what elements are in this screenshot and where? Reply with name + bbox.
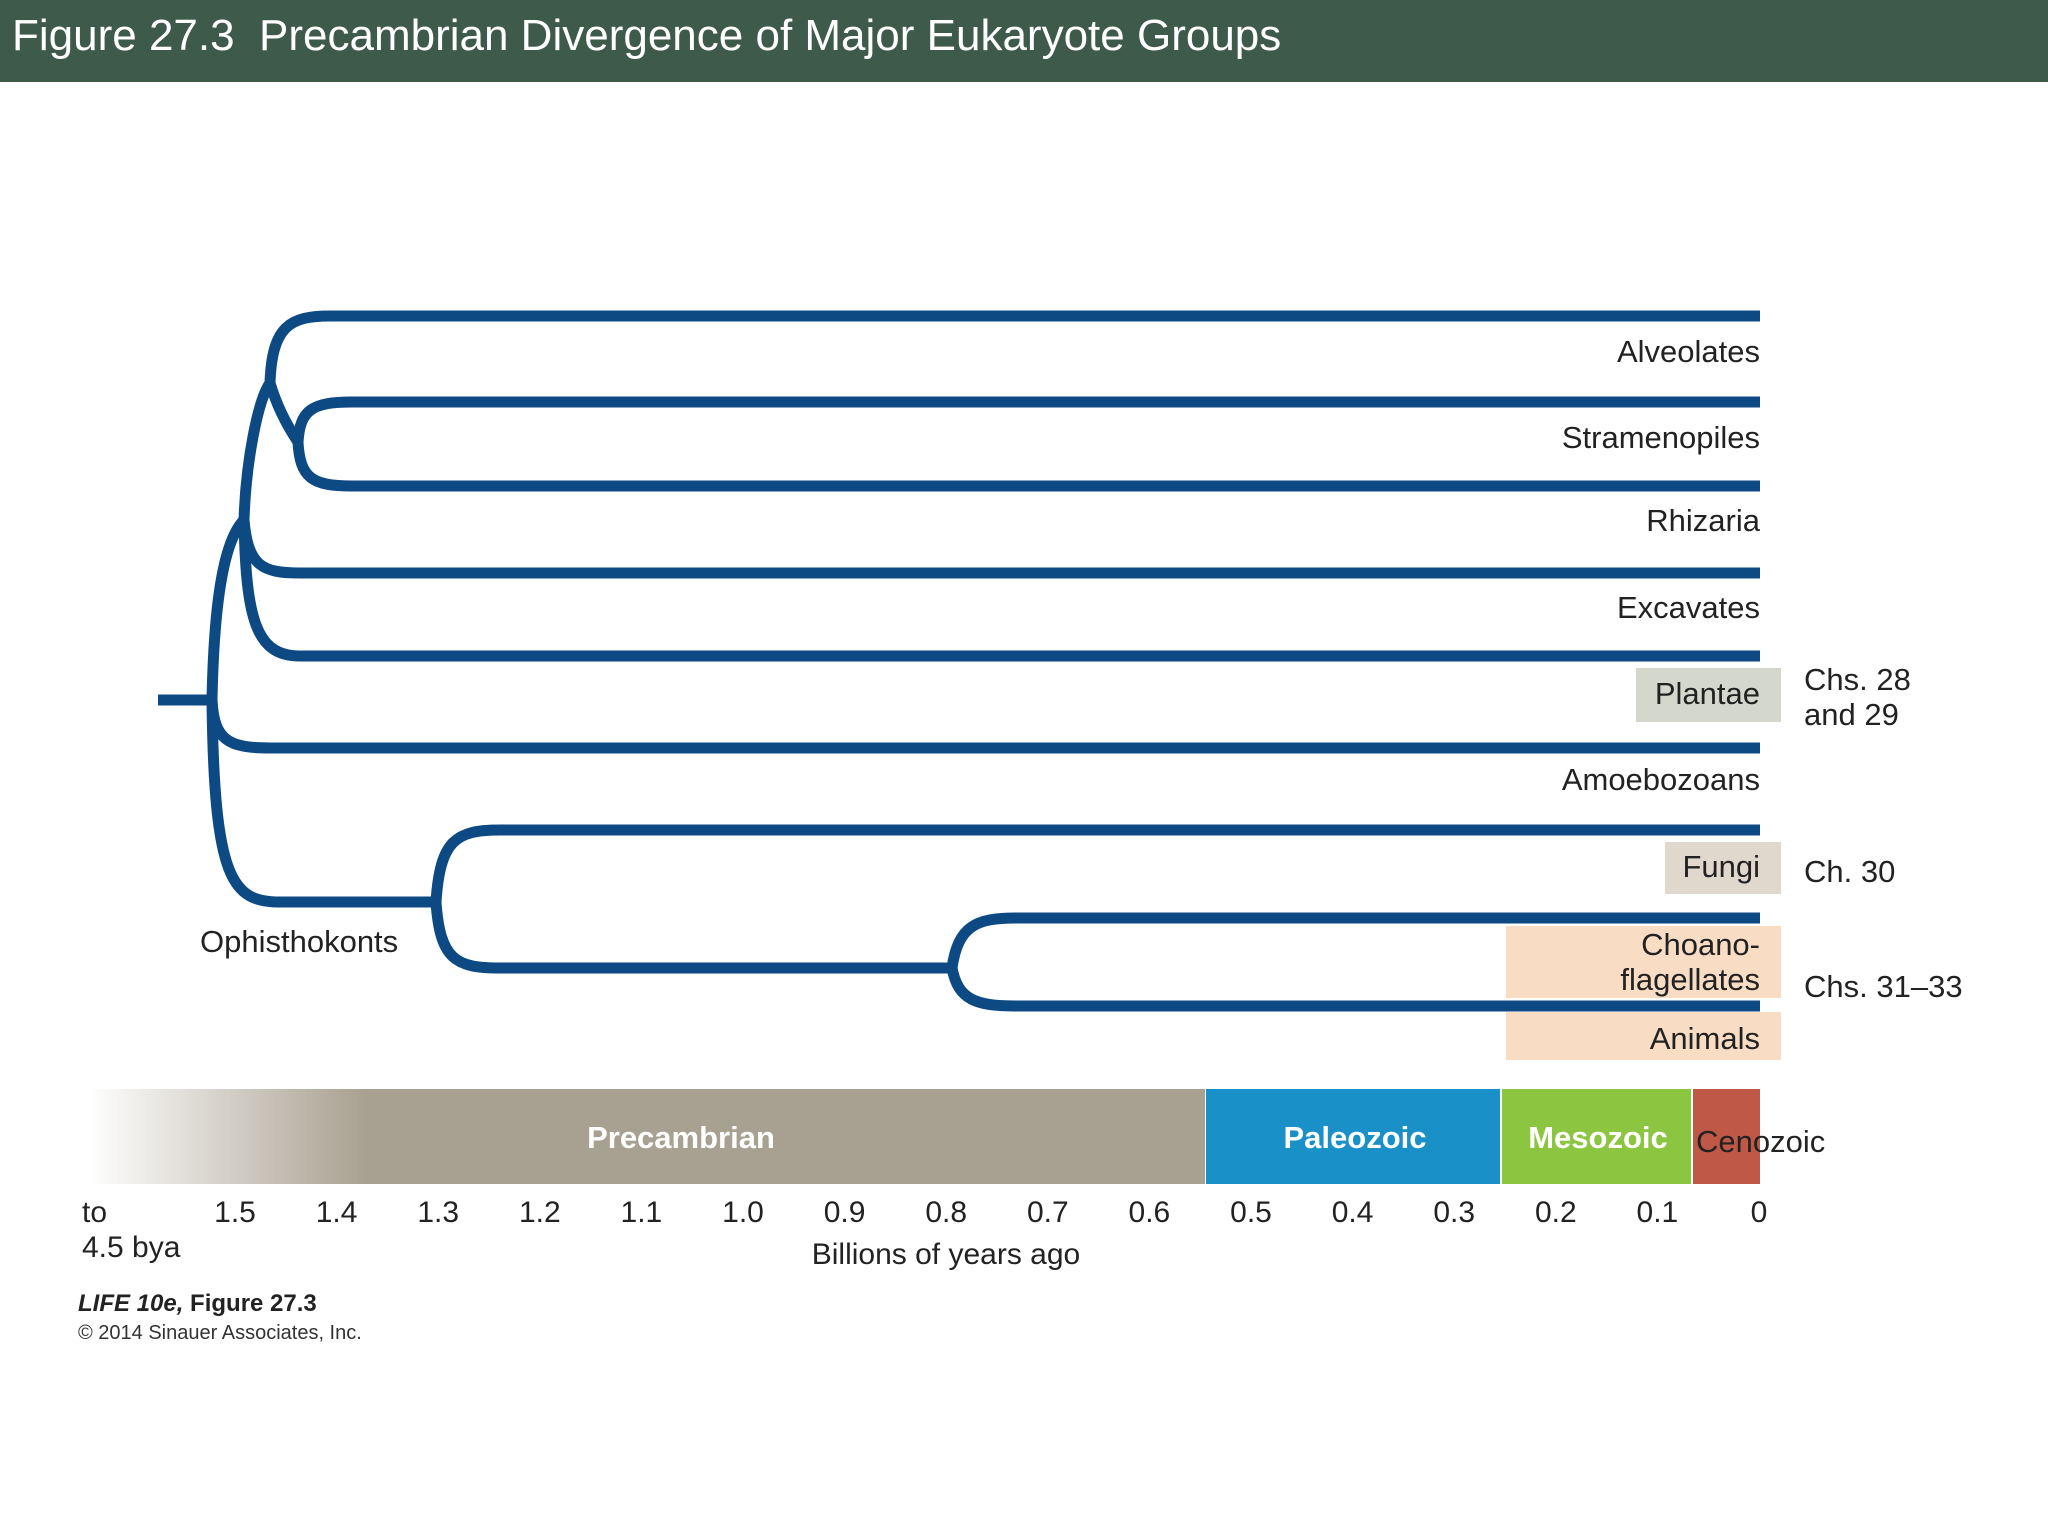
tick-label: 1.1 [621, 1196, 663, 1229]
tick-label-start-2: 4.5 bya [82, 1231, 181, 1264]
era-bar-paleozoic [1206, 1089, 1500, 1184]
tick-label: 0.2 [1535, 1196, 1577, 1229]
title-bar: Figure 27.3 Precambrian Divergence of Ma… [0, 0, 2048, 82]
tick-label: 0.8 [925, 1196, 967, 1229]
taxon-label-stramenopiles: Stramenopiles [1562, 420, 1760, 455]
node-sar [238, 379, 275, 521]
plantae-box [1636, 668, 1781, 722]
tick-label: 0 [1751, 1196, 1768, 1229]
credit-copyright: © 2014 Sinauer Associates, Inc. [78, 1322, 362, 1344]
era-bar-cenozoic [1693, 1089, 1760, 1184]
credit-figure: Figure 27.3 [190, 1290, 317, 1317]
taxon-label-choanoflagellates-1: Choano- [1641, 927, 1760, 962]
tick-label: 0.1 [1637, 1196, 1679, 1229]
chapter-ref-plantae-2: and 29 [1804, 697, 1899, 732]
tick-label: 1.3 [417, 1196, 459, 1229]
taxon-label-rhizaria: Rhizaria [1646, 503, 1760, 538]
credit-book: LIFE 10e, [78, 1290, 184, 1317]
taxon-label-choanoflagellates-2: flagellates [1620, 962, 1760, 997]
chapter-ref-fungi: Ch. 30 [1804, 854, 1895, 889]
taxon-label-alveolates: Alveolates [1617, 334, 1760, 369]
animals-box [1506, 1012, 1781, 1060]
era-bar-mesozoic [1502, 1089, 1691, 1184]
era-bar-precambrian [88, 1089, 1205, 1184]
chapter-ref-plantae-1: Chs. 28 [1804, 662, 1911, 697]
era-label-paleozoic: Paleozoic [1284, 1120, 1427, 1155]
tick-label: 1.4 [316, 1196, 358, 1229]
tick-label: 0.3 [1433, 1196, 1475, 1229]
branch-choano-animals [430, 901, 952, 974]
node-alveolates-stram [264, 381, 303, 446]
tick-labels: 1.5 1.4 1.3 1.2 1.1 1.0 0.9 0.8 0.7 0.6 0.5 0.4 0.3 0… [214, 1196, 1767, 1229]
branch-alveolates [264, 310, 1760, 384]
fungi-box [1665, 842, 1781, 894]
tick-label: 1.5 [214, 1196, 256, 1229]
tick-label: 0.6 [1129, 1196, 1171, 1229]
branch-stramenopiles [292, 396, 1760, 443]
tick-label: 1.0 [722, 1196, 764, 1229]
branch-plantae [238, 519, 1760, 662]
axis-title: Billions of years ago [812, 1238, 1080, 1271]
branch-animals [946, 966, 1760, 1012]
taxon-label-animals: Animals [1650, 1021, 1760, 1056]
phylogeny-diagram: Alveolates Stramenopiles Rhizaria Excava… [82, 310, 1963, 1271]
taxon-label-fungi: Fungi [1682, 849, 1760, 884]
tick-label: 0.5 [1230, 1196, 1272, 1229]
branch-excavates [238, 519, 1760, 579]
tick-label: 0.4 [1332, 1196, 1374, 1229]
branch-choanoflagellates [946, 912, 1760, 969]
branch-amoebozoans [206, 699, 1760, 754]
credit-title: LIFE 10e, Figure 27.3 [78, 1290, 317, 1318]
era-label-precambrian: Precambrian [587, 1120, 775, 1155]
era-label-cenozoic: Cenozoic [1696, 1124, 1825, 1159]
tree-branches [158, 310, 1760, 1012]
taxon-label-plantae: Plantae [1655, 676, 1760, 711]
taxon-label-excavates: Excavates [1617, 590, 1760, 625]
clade-label-ophisthokonts: Ophisthokonts [200, 924, 398, 959]
choanoflagellates-box [1506, 926, 1781, 998]
tick-label: 1.2 [519, 1196, 561, 1229]
taxon-label-amoebozoans: Amoebozoans [1562, 762, 1760, 797]
branch-rhizaria [292, 441, 1760, 492]
chapter-ref-animals: Chs. 31–33 [1804, 969, 1963, 1004]
tick-label: 0.7 [1027, 1196, 1069, 1229]
figure-title: Figure 27.3 Precambrian Divergence of Ma… [12, 11, 1282, 60]
node-sar-excavates-plantae [206, 516, 249, 701]
era-label-mesozoic: Mesozoic [1528, 1120, 1668, 1155]
branch-ophisthokonts [206, 699, 436, 908]
tick-label: 0.9 [824, 1196, 866, 1229]
branch-fungi [430, 824, 1760, 903]
tick-label-start-1: to [82, 1196, 107, 1229]
